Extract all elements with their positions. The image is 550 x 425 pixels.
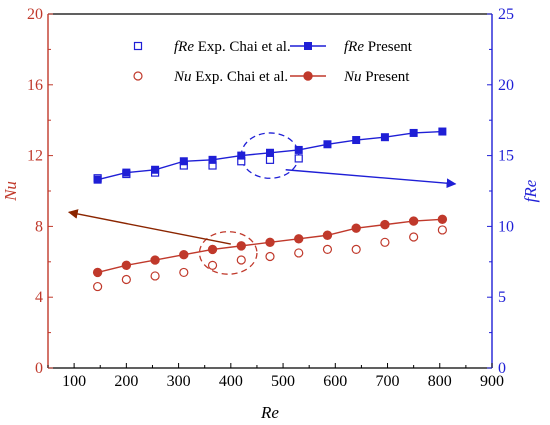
legend-item: Nu Exp. Chai et al.	[133, 69, 288, 85]
y-right-tick-label: 0	[498, 360, 506, 377]
data-point	[322, 244, 333, 255]
data-point	[92, 267, 103, 278]
legend-label-symbol: fRe	[344, 39, 364, 55]
legend-label-text: Present	[364, 39, 413, 55]
data-point	[380, 219, 390, 230]
data-point	[380, 237, 390, 247]
data-point	[409, 128, 418, 137]
data-point	[323, 140, 332, 149]
data-point	[322, 230, 333, 240]
data-point	[121, 274, 131, 285]
x-tick-label: 800	[428, 373, 452, 390]
y-left-tick-label: 8	[35, 218, 43, 235]
data-point	[236, 241, 246, 251]
data-point	[294, 234, 304, 244]
x-axis-title: Re	[260, 403, 279, 422]
data-point	[294, 248, 304, 258]
data-point	[380, 133, 389, 142]
legend-label: fRe Exp. Chai et al.	[174, 39, 291, 55]
legend-marker	[133, 71, 143, 81]
legend-marker	[303, 71, 313, 81]
data-point	[179, 267, 189, 278]
axes-layer: 100 200 300 400 500 600 700 800 9000481216200510…	[1, 6, 540, 422]
x-tick-label: 900	[480, 373, 504, 390]
y-right-tick-label: 10	[498, 218, 514, 235]
x-tick-label: 200	[114, 373, 138, 390]
data-point	[151, 165, 160, 174]
y-right-tick-label: 20	[498, 77, 514, 94]
data-point	[207, 260, 218, 270]
legend-label-text: Exp. Chai et al.	[194, 39, 291, 55]
data-point	[93, 281, 103, 292]
data-point	[437, 214, 448, 225]
data-point	[438, 127, 447, 136]
series-group	[93, 154, 303, 183]
legend-label-symbol: Nu	[173, 69, 192, 85]
data-point	[352, 136, 361, 145]
data-point	[409, 232, 419, 242]
series-group	[92, 214, 448, 278]
data-point	[351, 244, 361, 255]
data-point	[179, 157, 188, 166]
legend-marker	[304, 42, 312, 50]
data-point	[265, 155, 275, 164]
data-point	[237, 151, 246, 160]
y-right-tick-label: 5	[498, 289, 506, 306]
data-point	[236, 255, 246, 265]
data-point	[150, 271, 160, 281]
y-left-axis-title: Nu	[1, 181, 20, 202]
data-point	[208, 155, 217, 164]
data-point	[207, 244, 218, 255]
y-right-axis-title: fRe	[521, 179, 540, 202]
legend-label-symbol: Nu	[343, 69, 362, 85]
x-tick-label: 600	[323, 373, 347, 390]
legend-item: fRe Present	[290, 39, 413, 55]
data-point	[437, 225, 447, 235]
x-tick-label: 100	[62, 373, 86, 390]
arrow-line	[285, 169, 457, 189]
legend-label-symbol: fRe	[174, 39, 194, 55]
data-point	[150, 255, 160, 265]
legend-label-text: Present	[362, 69, 411, 85]
dashed-ellipse	[198, 231, 258, 275]
y-left-tick-label: 4	[35, 289, 43, 306]
legend-label: Nu Present	[343, 69, 410, 85]
y-left-tick-label: 16	[27, 77, 43, 94]
series-layer	[92, 127, 448, 292]
arrow-line	[67, 209, 231, 245]
x-tick-label: 300	[167, 373, 191, 390]
data-point	[408, 216, 419, 226]
y-left-tick-label: 12	[27, 148, 43, 165]
data-point	[121, 260, 132, 271]
data-point	[266, 148, 274, 157]
plot-frame	[47, 13, 493, 369]
series-group	[93, 225, 447, 292]
legend-label-text: Exp. Chai et al.	[192, 69, 289, 85]
data-point	[294, 145, 303, 154]
legend-label: Nu Exp. Chai et al.	[173, 69, 288, 85]
legend-label: fRe Present	[344, 39, 413, 55]
y-right-tick-label: 25	[498, 6, 514, 23]
y-left-tick-label: 20	[27, 6, 43, 23]
series-group	[93, 127, 447, 184]
data-point	[179, 250, 189, 260]
data-point	[265, 251, 275, 262]
x-tick-label: 700	[376, 373, 400, 390]
y-right-tick-label: 15	[498, 148, 514, 165]
y-left-tick-label: 0	[35, 360, 43, 377]
legend-marker	[133, 41, 143, 51]
data-point	[93, 175, 102, 184]
data-point	[294, 154, 303, 163]
data-point	[265, 237, 275, 248]
legend-item: Nu Present	[290, 69, 410, 85]
x-tick-label: 500	[271, 373, 295, 390]
legend-item: fRe Exp. Chai et al.	[133, 39, 291, 55]
data-point	[122, 168, 131, 177]
data-point	[351, 223, 361, 233]
x-tick-label: 400	[219, 373, 243, 390]
